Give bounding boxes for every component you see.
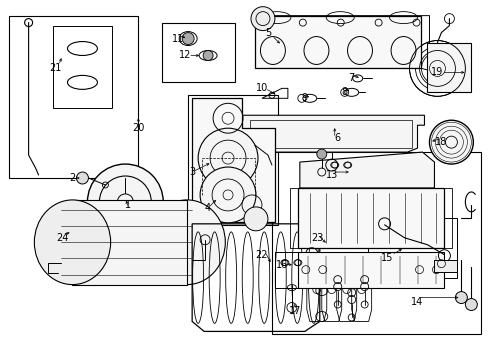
Text: 6: 6 [334,133,340,143]
Ellipse shape [34,200,110,285]
Bar [188,95,277,225]
Text: 4: 4 [204,203,211,213]
Text: 17: 17 [288,306,301,316]
Text: 18: 18 [434,137,447,147]
Bar [297,252,444,288]
Ellipse shape [149,200,225,285]
Text: 2: 2 [69,173,76,183]
Text: 20: 20 [132,123,144,133]
Circle shape [200,167,255,223]
Bar [367,218,456,278]
Circle shape [87,164,163,240]
Circle shape [244,207,267,231]
Text: 22: 22 [255,250,267,260]
Text: 5: 5 [264,28,270,37]
Bar [162,23,235,82]
Text: 1: 1 [125,200,131,210]
Bar [52,26,112,108]
Circle shape [198,128,258,188]
Text: 23: 23 [311,233,324,243]
Text: 24: 24 [56,233,69,243]
Text: 12: 12 [179,50,191,60]
Bar [427,42,470,92]
Text: 8: 8 [341,87,347,97]
Text: 11: 11 [172,33,184,44]
Circle shape [203,50,213,60]
Text: 10: 10 [255,84,267,93]
Circle shape [182,32,194,45]
Text: 3: 3 [189,167,195,177]
Circle shape [76,172,88,184]
Circle shape [250,7,274,31]
Circle shape [428,120,472,164]
Bar [254,15,421,68]
Bar [297,188,444,248]
Polygon shape [192,98,274,222]
Polygon shape [299,152,433,188]
Polygon shape [242,115,424,152]
Circle shape [465,298,476,310]
Text: 9: 9 [301,93,307,103]
Text: 14: 14 [410,297,423,306]
Text: 19: 19 [430,67,443,77]
Bar [271,152,480,334]
Polygon shape [433,260,456,272]
Text: 7: 7 [348,73,354,84]
Text: 21: 21 [49,63,61,73]
Bar [274,252,317,288]
Bar [72,200,187,285]
Text: 13: 13 [325,170,337,180]
Text: 16: 16 [275,260,287,270]
Text: 15: 15 [381,253,393,263]
Bar [9,15,138,178]
Circle shape [316,149,326,159]
Circle shape [454,292,467,303]
